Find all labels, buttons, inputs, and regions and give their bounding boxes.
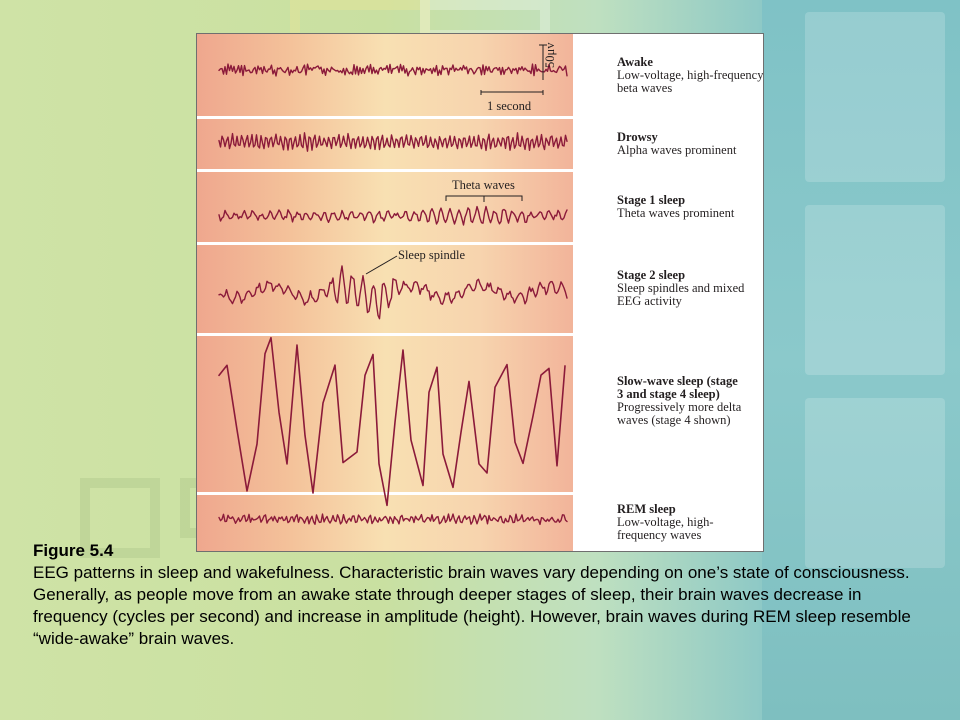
trace-drowsy: [218, 132, 568, 152]
stage-label-awake: Awake Low-voltage, high-frequency beta w…: [617, 55, 764, 95]
brain-scan-tile: [805, 398, 945, 568]
figure-caption: Figure 5.4 EEG patterns in sleep and wak…: [33, 540, 933, 650]
spindle-label: Sleep spindle: [398, 248, 466, 262]
spindle-pointer: [365, 255, 398, 275]
band-awake: [197, 34, 573, 116]
band-stage1: [197, 172, 573, 242]
scale-time-label: 1 second: [487, 99, 532, 113]
eeg-figure: 1 second 50μv Theta waves Sleep spindle …: [196, 33, 764, 552]
stage-label-stage2: Stage 2 sleep Sleep spindles and mixed E…: [617, 268, 745, 308]
trace-awake: [218, 63, 568, 77]
theta-label: Theta waves: [452, 178, 515, 192]
right-decorative-strip: [762, 0, 960, 720]
brain-scan-tile: [805, 205, 945, 375]
stage-label-rem: REM sleep Low-voltage, high-frequency wa…: [617, 502, 714, 542]
eeg-waves: [218, 44, 568, 526]
scale-voltage-label: 50μv: [543, 42, 557, 68]
theta-bracket: [445, 195, 523, 202]
stage-label-drowsy: Drowsy Alpha waves prominent: [617, 130, 737, 157]
band-rem: [197, 495, 573, 551]
trace-slowwave: [218, 336, 566, 507]
caption-title: Figure 5.4: [33, 541, 114, 560]
scale-bar: [480, 44, 547, 95]
stage-label-slowwave: Slow-wave sleep (stage 3 and stage 4 sle…: [617, 374, 742, 427]
caption-text: EEG patterns in sleep and wakefulness. C…: [33, 563, 911, 648]
trace-stage2: [218, 265, 568, 320]
brain-scan-tile: [805, 12, 945, 182]
stage-label-stage1: Stage 1 sleep Theta waves prominent: [617, 193, 735, 220]
trace-stage1: [218, 205, 568, 226]
trace-rem: [218, 513, 568, 526]
band-stage2: [197, 245, 573, 333]
